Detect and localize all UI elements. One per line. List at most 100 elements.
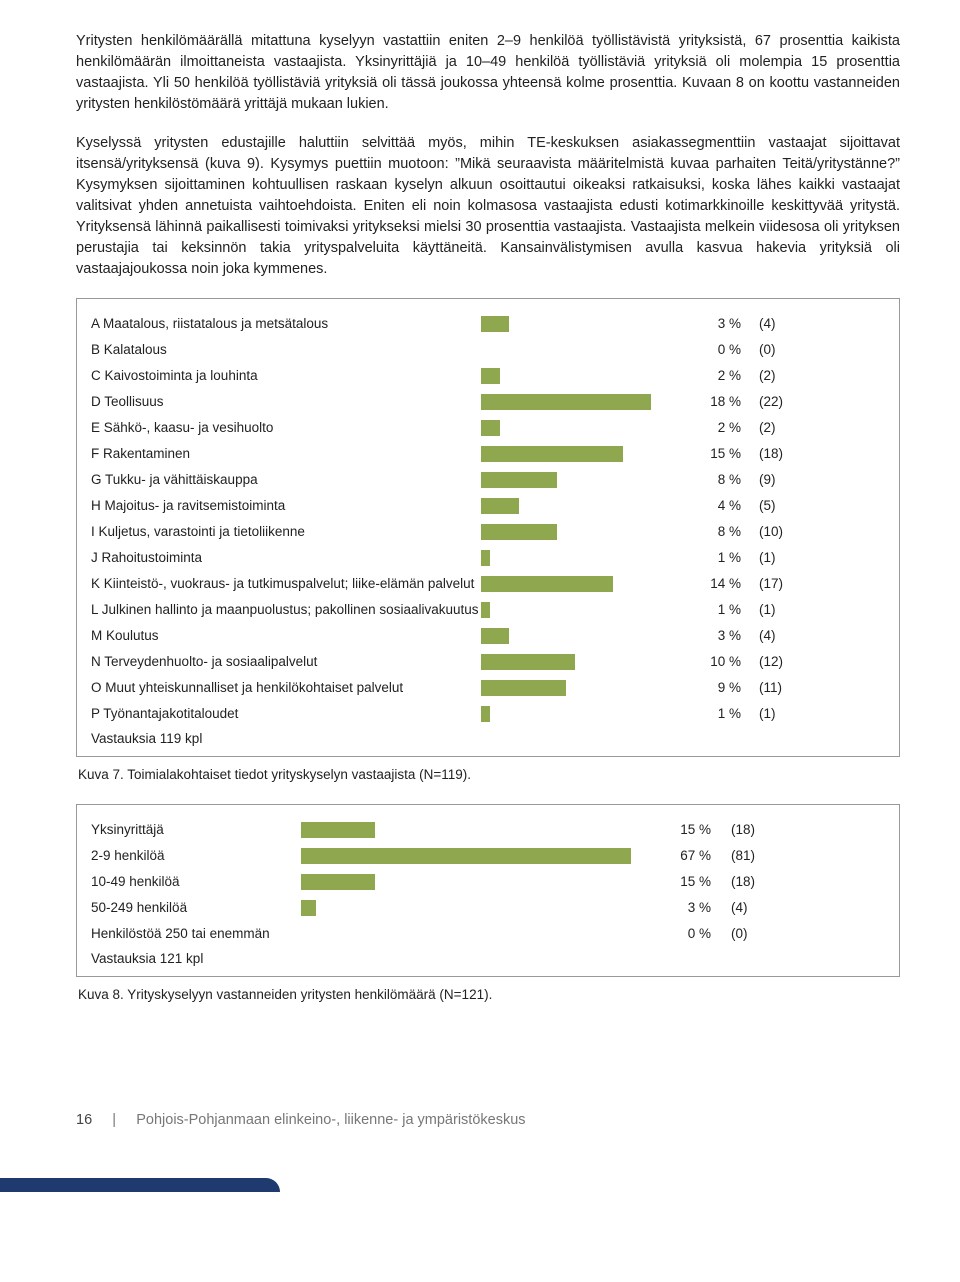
chart2-row-label: Yksinyrittäjä bbox=[91, 822, 301, 837]
chart1-bar-cell bbox=[481, 524, 681, 540]
chart1-row: D Teollisuus 18 %(22) bbox=[91, 389, 885, 415]
chart1-bar-cell bbox=[481, 576, 681, 592]
chart1-bar bbox=[481, 628, 509, 644]
chart1-row-label: B Kalatalous bbox=[91, 342, 481, 357]
chart1-count: (2) bbox=[759, 368, 799, 383]
chart2-bar-cell bbox=[301, 822, 651, 838]
chart1-pct: 0 % bbox=[681, 342, 759, 357]
chart1-row: C Kaivostoiminta ja louhinta2 %(2) bbox=[91, 363, 885, 389]
chart1-bar bbox=[481, 680, 566, 696]
chart1-count: (5) bbox=[759, 498, 799, 513]
chart1-bar-cell bbox=[481, 394, 681, 410]
chart1-count: (9) bbox=[759, 472, 799, 487]
chart1-bar bbox=[481, 316, 509, 332]
chart1-count: (10) bbox=[759, 524, 799, 539]
chart1-row-label: C Kaivostoiminta ja louhinta bbox=[91, 368, 481, 383]
chart1-bar-cell bbox=[481, 680, 681, 696]
chart1-bar-cell bbox=[481, 602, 681, 618]
chart2-count: (18) bbox=[731, 874, 771, 889]
chart1-pct: 1 % bbox=[681, 706, 759, 721]
chart-industries: A Maatalous, riistatalous ja metsätalous… bbox=[76, 298, 900, 757]
chart1-bar-cell bbox=[481, 628, 681, 644]
chart1-row: G Tukku- ja vähittäiskauppa 8 %(9) bbox=[91, 467, 885, 493]
chart1-row: E Sähkö-, kaasu- ja vesihuolto 2 %(2) bbox=[91, 415, 885, 441]
chart1-row: F Rakentaminen15 %(18) bbox=[91, 441, 885, 467]
chart2-bar-cell bbox=[301, 926, 651, 942]
chart1-count: (18) bbox=[759, 446, 799, 461]
chart1-bar bbox=[481, 394, 651, 410]
chart1-row-label: M Koulutus bbox=[91, 628, 481, 643]
chart1-bar-cell bbox=[481, 316, 681, 332]
footer-organisation: Pohjois-Pohjanmaan elinkeino-, liikenne-… bbox=[136, 1112, 525, 1128]
chart1-count: (2) bbox=[759, 420, 799, 435]
chart2-row: 50-249 henkilöä 3 %(4) bbox=[91, 895, 885, 921]
chart2-row-label: 2-9 henkilöä bbox=[91, 848, 301, 863]
chart2-count: (0) bbox=[731, 926, 771, 941]
chart2-row-label: 50-249 henkilöä bbox=[91, 900, 301, 915]
chart1-count: (22) bbox=[759, 394, 799, 409]
chart2-pct: 15 % bbox=[651, 874, 731, 889]
chart1-row: I Kuljetus, varastointi ja tietoliikenne… bbox=[91, 519, 885, 545]
caption-chart-1: Kuva 7. Toimialakohtaiset tiedot yritysk… bbox=[78, 767, 900, 782]
chart1-pct: 4 % bbox=[681, 498, 759, 513]
chart2-row: 10-49 henkilöä 15 %(18) bbox=[91, 869, 885, 895]
chart1-row-label: O Muut yhteiskunnalliset ja henkilökohta… bbox=[91, 680, 481, 695]
chart1-pct: 3 % bbox=[681, 628, 759, 643]
caption-chart-2: Kuva 8. Yrityskyselyyn vastanneiden yrit… bbox=[78, 987, 900, 1002]
chart1-row: J Rahoitustoiminta1 %(1) bbox=[91, 545, 885, 571]
chart1-bar bbox=[481, 446, 623, 462]
chart1-row-label: N Terveydenhuolto- ja sosiaalipalvelut bbox=[91, 654, 481, 669]
chart1-pct: 1 % bbox=[681, 550, 759, 565]
chart2-row: Henkilöstöä 250 tai enemmän0 %(0) bbox=[91, 921, 885, 947]
chart2-row-label: 10-49 henkilöä bbox=[91, 874, 301, 889]
footer-decorative-bar bbox=[0, 1178, 280, 1192]
chart1-count: (1) bbox=[759, 706, 799, 721]
footer-separator: | bbox=[112, 1112, 116, 1128]
chart1-bar-cell bbox=[481, 706, 681, 722]
chart1-count: (4) bbox=[759, 316, 799, 331]
chart1-count: (17) bbox=[759, 576, 799, 591]
chart2-pct: 67 % bbox=[651, 848, 731, 863]
chart1-row: P Työnantajakotitaloudet1 %(1) bbox=[91, 701, 885, 727]
chart1-pct: 2 % bbox=[681, 420, 759, 435]
chart1-bar-cell bbox=[481, 550, 681, 566]
chart1-row: M Koulutus 3 %(4) bbox=[91, 623, 885, 649]
chart1-bar-cell bbox=[481, 472, 681, 488]
chart2-bar bbox=[301, 900, 316, 916]
chart1-row-label: L Julkinen hallinto ja maanpuolustus; pa… bbox=[91, 602, 481, 617]
chart1-pct: 15 % bbox=[681, 446, 759, 461]
chart2-count: (4) bbox=[731, 900, 771, 915]
chart1-bar bbox=[481, 524, 557, 540]
chart1-bar bbox=[481, 654, 575, 670]
chart1-row: A Maatalous, riistatalous ja metsätalous… bbox=[91, 311, 885, 337]
chart1-bar-cell bbox=[481, 446, 681, 462]
chart2-row: Yksinyrittäjä15 %(18) bbox=[91, 817, 885, 843]
chart1-bar bbox=[481, 498, 519, 514]
chart2-pct: 3 % bbox=[651, 900, 731, 915]
chart1-pct: 14 % bbox=[681, 576, 759, 591]
chart1-bar bbox=[481, 550, 490, 566]
chart1-pct: 18 % bbox=[681, 394, 759, 409]
chart1-row-label: E Sähkö-, kaasu- ja vesihuolto bbox=[91, 420, 481, 435]
chart1-bar-cell bbox=[481, 342, 681, 358]
chart-headcount: Yksinyrittäjä15 %(18)2-9 henkilöä67 %(81… bbox=[76, 804, 900, 977]
chart1-row-label: G Tukku- ja vähittäiskauppa bbox=[91, 472, 481, 487]
chart2-bar bbox=[301, 822, 375, 838]
chart1-count: (12) bbox=[759, 654, 799, 669]
chart2-bar-cell bbox=[301, 874, 651, 890]
chart2-row: 2-9 henkilöä67 %(81) bbox=[91, 843, 885, 869]
chart1-pct: 8 % bbox=[681, 472, 759, 487]
paragraph-1: Yritysten henkilömäärällä mitattuna kyse… bbox=[76, 31, 900, 115]
chart1-bar bbox=[481, 472, 557, 488]
chart2-pct: 15 % bbox=[651, 822, 731, 837]
chart1-row-label: D Teollisuus bbox=[91, 394, 481, 409]
chart2-bar-cell bbox=[301, 848, 651, 864]
chart1-bar bbox=[481, 576, 613, 592]
chart1-count: (4) bbox=[759, 628, 799, 643]
chart1-row: O Muut yhteiskunnalliset ja henkilökohta… bbox=[91, 675, 885, 701]
chart1-pct: 3 % bbox=[681, 316, 759, 331]
chart1-count: (1) bbox=[759, 602, 799, 617]
chart1-bar-cell bbox=[481, 368, 681, 384]
chart2-footer: Vastauksia 121 kpl bbox=[91, 951, 885, 966]
chart1-bar-cell bbox=[481, 654, 681, 670]
